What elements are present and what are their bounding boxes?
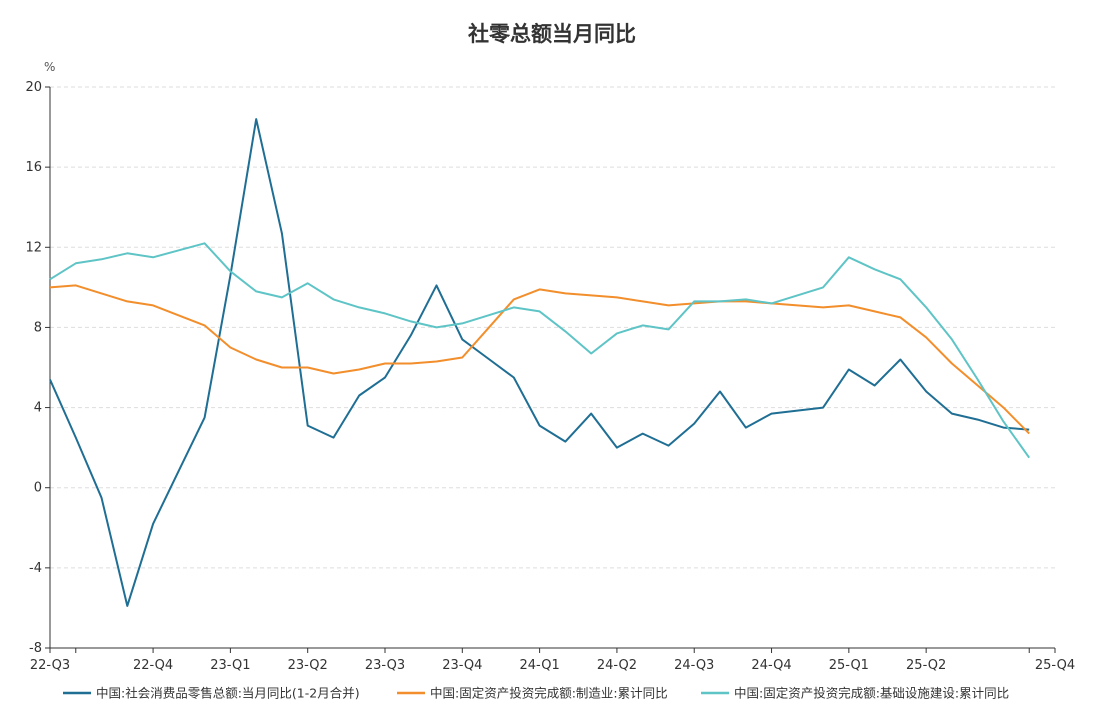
x-tick-label: 24-Q4: [751, 658, 791, 673]
axis-layer: 20 16 12 8 4 0 -4 -8 22-Q3 22-Q4 23-Q1 23-Q2 23-Q3 23…: [25, 80, 1075, 673]
legend-label-2: 中国:固定资产投资完成额:制造业:累计同比: [430, 686, 668, 701]
legend: 中国:社会消费品零售总额:当月同比(1-2月合并) 中国:固定资产投资完成额:制造…: [63, 686, 1009, 701]
series-line-1: [49, 118, 1030, 607]
x-tick-label: 24-Q2: [597, 658, 637, 673]
y-tick-label: 8: [34, 320, 42, 335]
chart-title: 社零总额当月同比: [467, 22, 636, 46]
x-tick-label: 22-Q4: [133, 658, 173, 673]
y-tick-label: 16: [25, 160, 42, 175]
y-tick-label: -8: [29, 641, 42, 656]
y-tick-label: -4: [29, 561, 42, 576]
y-tick-label: 4: [34, 401, 42, 416]
x-tick-label: 25-Q4: [1035, 658, 1075, 673]
grid-layer: [50, 86, 1055, 569]
x-tick-label: 25-Q2: [906, 658, 946, 673]
legend-label-1: 中国:社会消费品零售总额:当月同比(1-2月合并): [96, 686, 360, 701]
y-axis-unit: %: [44, 60, 55, 74]
series-line-2: [49, 284, 1030, 435]
y-tick-label: 0: [34, 481, 42, 496]
legend-label-3: 中国:固定资产投资完成额:基础设施建设:累计同比: [734, 686, 1009, 701]
x-tick-label: 23-Q4: [442, 658, 482, 673]
y-tick-label: 20: [25, 80, 42, 95]
series-layer: [49, 118, 1031, 607]
series-line-3: [49, 242, 1031, 459]
x-tick-label: 24-Q1: [520, 658, 560, 673]
x-tick-label: 23-Q1: [210, 658, 250, 673]
x-tick-label: 22-Q3: [30, 658, 70, 673]
x-tick-label: 24-Q3: [674, 658, 714, 673]
x-tick-label: 23-Q2: [288, 658, 328, 673]
x-tick-label: 25-Q1: [829, 658, 869, 673]
x-tick-label: 23-Q3: [365, 658, 405, 673]
y-tick-label: 12: [25, 240, 42, 255]
